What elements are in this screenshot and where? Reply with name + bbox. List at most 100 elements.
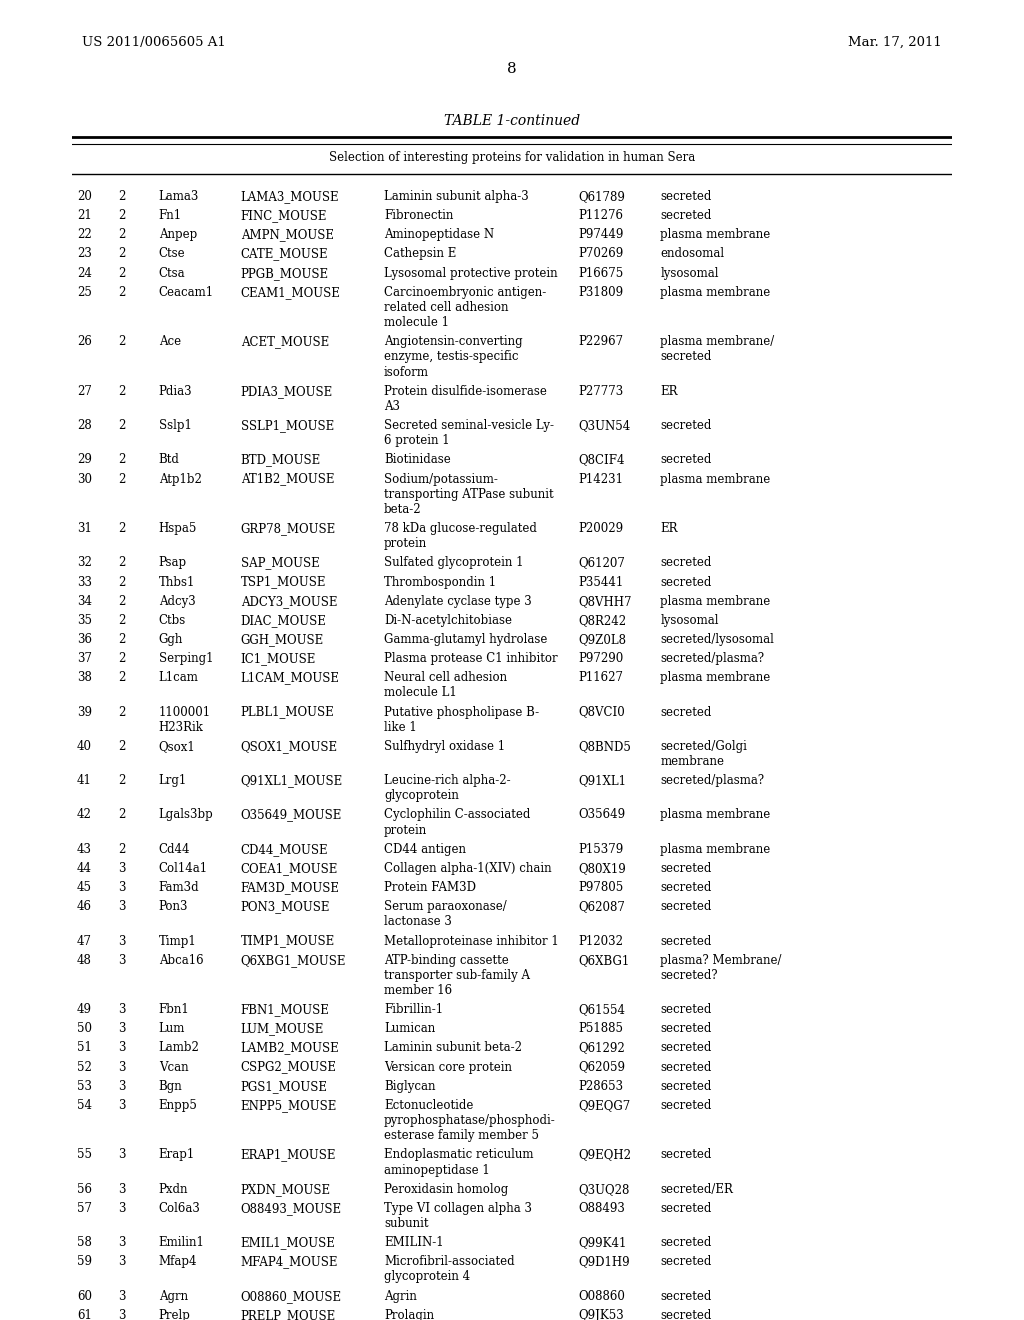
Text: Vcan: Vcan: [159, 1060, 188, 1073]
Text: secreted: secreted: [660, 1290, 712, 1303]
Text: 2: 2: [118, 247, 125, 260]
Text: ADCY3_MOUSE: ADCY3_MOUSE: [241, 594, 337, 607]
Text: Sulfated glycoprotein 1: Sulfated glycoprotein 1: [384, 556, 523, 569]
Text: Prelp: Prelp: [159, 1308, 190, 1320]
Text: 2: 2: [118, 209, 125, 222]
Text: Enpp5: Enpp5: [159, 1098, 198, 1111]
Text: 3: 3: [118, 1022, 125, 1035]
Text: 2: 2: [118, 739, 125, 752]
Text: secreted: secreted: [660, 1236, 712, 1249]
Text: 3: 3: [118, 1098, 125, 1111]
Text: ER: ER: [660, 384, 678, 397]
Text: CATE_MOUSE: CATE_MOUSE: [241, 247, 329, 260]
Text: 2: 2: [118, 576, 125, 589]
Text: 34: 34: [77, 594, 92, 607]
Text: Q61554: Q61554: [579, 1003, 626, 1016]
Text: Q6XBG1_MOUSE: Q6XBG1_MOUSE: [241, 953, 346, 966]
Text: 49: 49: [77, 1003, 92, 1016]
Text: ACET_MOUSE: ACET_MOUSE: [241, 335, 329, 348]
Text: 2: 2: [118, 335, 125, 348]
Text: 52: 52: [77, 1060, 92, 1073]
Text: 3: 3: [118, 900, 125, 913]
Text: secreted: secreted: [660, 1098, 712, 1111]
Text: PRELP_MOUSE: PRELP_MOUSE: [241, 1308, 336, 1320]
Text: aminopeptidase 1: aminopeptidase 1: [384, 1163, 489, 1176]
Text: Protein disulfide-isomerase: Protein disulfide-isomerase: [384, 384, 547, 397]
Text: Lrg1: Lrg1: [159, 774, 187, 787]
Text: Ectonucleotide: Ectonucleotide: [384, 1098, 473, 1111]
Text: 25: 25: [77, 285, 92, 298]
Text: subunit: subunit: [384, 1217, 428, 1230]
Text: ENPP5_MOUSE: ENPP5_MOUSE: [241, 1098, 337, 1111]
Text: LAMA3_MOUSE: LAMA3_MOUSE: [241, 190, 339, 203]
Text: 47: 47: [77, 935, 92, 948]
Text: secreted: secreted: [660, 1060, 712, 1073]
Text: MFAP4_MOUSE: MFAP4_MOUSE: [241, 1255, 338, 1269]
Text: P51885: P51885: [579, 1022, 624, 1035]
Text: Q91XL1: Q91XL1: [579, 774, 627, 787]
Text: FAM3D_MOUSE: FAM3D_MOUSE: [241, 880, 340, 894]
Text: LAMB2_MOUSE: LAMB2_MOUSE: [241, 1041, 339, 1055]
Text: plasma membrane: plasma membrane: [660, 594, 771, 607]
Text: 57: 57: [77, 1201, 92, 1214]
Text: Col14a1: Col14a1: [159, 862, 208, 875]
Text: Agrin: Agrin: [384, 1290, 417, 1303]
Text: secreted: secreted: [660, 190, 712, 203]
Text: 59: 59: [77, 1255, 92, 1269]
Text: Q3UQ28: Q3UQ28: [579, 1183, 630, 1196]
Text: 24: 24: [77, 267, 92, 280]
Text: like 1: like 1: [384, 721, 417, 734]
Text: Thbs1: Thbs1: [159, 576, 196, 589]
Text: transporting ATPase subunit: transporting ATPase subunit: [384, 487, 554, 500]
Text: Sslp1: Sslp1: [159, 418, 191, 432]
Text: glycoprotein 4: glycoprotein 4: [384, 1270, 470, 1283]
Text: secreted: secreted: [660, 453, 712, 466]
Text: Fibronectin: Fibronectin: [384, 209, 454, 222]
Text: secreted: secreted: [660, 900, 712, 913]
Text: Pon3: Pon3: [159, 900, 188, 913]
Text: AT1B2_MOUSE: AT1B2_MOUSE: [241, 473, 334, 486]
Text: Serping1: Serping1: [159, 652, 213, 665]
Text: Ace: Ace: [159, 335, 181, 348]
Text: secreted/lysosomal: secreted/lysosomal: [660, 632, 774, 645]
Text: 56: 56: [77, 1183, 92, 1196]
Text: P97449: P97449: [579, 228, 624, 242]
Text: CD44_MOUSE: CD44_MOUSE: [241, 842, 329, 855]
Text: 3: 3: [118, 880, 125, 894]
Text: Q8BND5: Q8BND5: [579, 739, 632, 752]
Text: 2: 2: [118, 418, 125, 432]
Text: isoform: isoform: [384, 366, 429, 379]
Text: lactonase 3: lactonase 3: [384, 915, 452, 928]
Text: Q9Z0L8: Q9Z0L8: [579, 632, 627, 645]
Text: Di-N-acetylchitobiase: Di-N-acetylchitobiase: [384, 614, 512, 627]
Text: Q62059: Q62059: [579, 1060, 626, 1073]
Text: CD44 antigen: CD44 antigen: [384, 842, 466, 855]
Text: 21: 21: [77, 209, 91, 222]
Text: secreted: secreted: [660, 1022, 712, 1035]
Text: EMILIN-1: EMILIN-1: [384, 1236, 443, 1249]
Text: Ceacam1: Ceacam1: [159, 285, 214, 298]
Text: P97805: P97805: [579, 880, 624, 894]
Text: Cd44: Cd44: [159, 842, 190, 855]
Text: Q9JK53: Q9JK53: [579, 1308, 625, 1320]
Text: 41: 41: [77, 774, 92, 787]
Text: Col6a3: Col6a3: [159, 1201, 201, 1214]
Text: member 16: member 16: [384, 983, 453, 997]
Text: 8: 8: [507, 62, 517, 75]
Text: secreted: secreted: [660, 209, 712, 222]
Text: Biglycan: Biglycan: [384, 1080, 435, 1093]
Text: Serum paraoxonase/: Serum paraoxonase/: [384, 900, 507, 913]
Text: secreted/plasma?: secreted/plasma?: [660, 652, 765, 665]
Text: Carcinoembryonic antigen-: Carcinoembryonic antigen-: [384, 285, 546, 298]
Text: ERAP1_MOUSE: ERAP1_MOUSE: [241, 1148, 336, 1162]
Text: molecule 1: molecule 1: [384, 315, 449, 329]
Text: secreted/plasma?: secreted/plasma?: [660, 774, 765, 787]
Text: 2: 2: [118, 521, 125, 535]
Text: CSPG2_MOUSE: CSPG2_MOUSE: [241, 1060, 337, 1073]
Text: P70269: P70269: [579, 247, 624, 260]
Text: Ctbs: Ctbs: [159, 614, 186, 627]
Text: Endoplasmatic reticulum: Endoplasmatic reticulum: [384, 1148, 534, 1162]
Text: P28653: P28653: [579, 1080, 624, 1093]
Text: 35: 35: [77, 614, 92, 627]
Text: COEA1_MOUSE: COEA1_MOUSE: [241, 862, 338, 875]
